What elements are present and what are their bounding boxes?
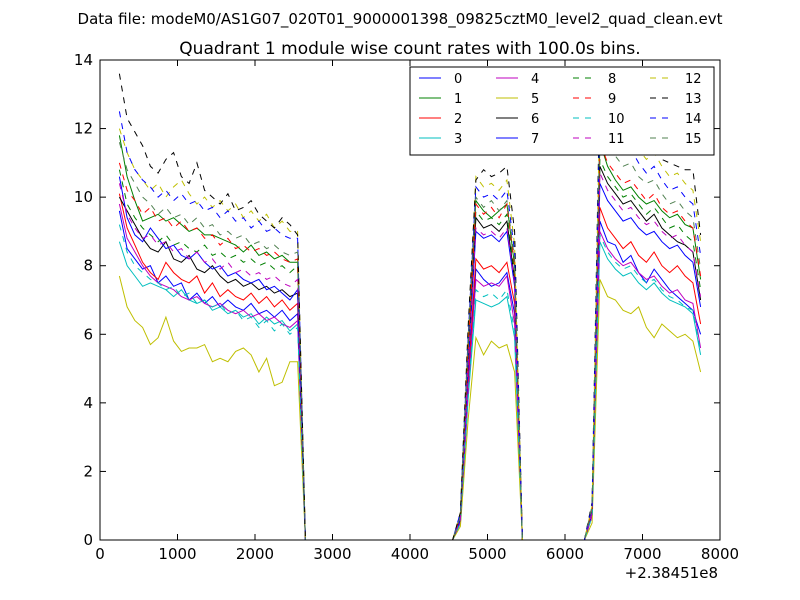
legend-item-8: 8 [573, 72, 616, 87]
legend-item-10: 10 [573, 112, 625, 127]
y-tick-label: 2 [83, 462, 93, 480]
x-tick-label: 1000 [158, 545, 196, 563]
legend-label: 13 [685, 92, 702, 107]
legend-label: 12 [685, 72, 702, 87]
legend-box [409, 66, 715, 156]
legend-item-4: 4 [496, 72, 539, 87]
legend-item-7: 7 [496, 132, 539, 147]
legend-label: 0 [454, 72, 462, 87]
figure-suptitle: Data file: modeM0/AS1G07_020T01_90000013… [78, 10, 723, 29]
y-tick-label: 12 [74, 120, 93, 138]
legend-label: 14 [685, 112, 702, 127]
legend-item-2: 2 [419, 112, 462, 127]
legend-item-5: 5 [496, 92, 539, 107]
legend-item-14: 14 [650, 112, 702, 127]
x-tick-label: 0 [95, 545, 105, 563]
series-line-5 [118, 275, 702, 540]
chart-title: Quadrant 1 module wise count rates with … [179, 39, 640, 59]
legend-item-11: 11 [573, 132, 625, 147]
y-tick-label: 14 [74, 51, 93, 69]
legend-label: 1 [454, 92, 462, 107]
legend-label: 8 [608, 72, 616, 87]
legend-label: 15 [685, 132, 702, 147]
x-tick-label: 3000 [313, 545, 351, 563]
legend-item-13: 13 [650, 92, 702, 107]
legend-label: 3 [454, 132, 462, 147]
legend-item-15: 15 [650, 132, 702, 147]
x-axis-offset-label: +2.38451e8 [625, 564, 718, 582]
x-tick-label: 8000 [701, 545, 739, 563]
y-tick-label: 6 [83, 325, 93, 343]
legend-label: 4 [531, 72, 539, 87]
legend-item-1: 1 [419, 92, 462, 107]
legend-label: 10 [608, 112, 625, 127]
legend-label: 7 [531, 132, 539, 147]
legend-item-12: 12 [650, 72, 702, 87]
x-tick-label: 2000 [236, 545, 274, 563]
y-tick-label: 4 [83, 394, 93, 412]
x-tick-label: 5000 [468, 545, 506, 563]
legend-label: 9 [608, 92, 616, 107]
x-tick-label: 4000 [391, 545, 429, 563]
legend-item-3: 3 [419, 132, 462, 147]
series-line-6 [118, 166, 702, 540]
series-line-10 [118, 224, 702, 540]
legend-label: 6 [531, 112, 539, 127]
legend-item-6: 6 [496, 112, 539, 127]
axis-ticks: 0 1000 2000 3000 4000 5000 6000 7000 80000246810… [74, 51, 739, 563]
series-line-7 [118, 176, 702, 540]
series-line-0 [118, 210, 702, 540]
legend-label: 2 [454, 112, 462, 127]
x-tick-label: 6000 [546, 545, 584, 563]
series-line-3 [118, 241, 702, 540]
legend-item-9: 9 [573, 92, 616, 107]
legend-item-0: 0 [419, 72, 462, 87]
y-tick-label: 8 [83, 257, 93, 275]
y-tick-label: 0 [83, 531, 93, 549]
series-line-8 [118, 159, 702, 540]
x-tick-label: 7000 [623, 545, 661, 563]
legend-label: 5 [531, 92, 539, 107]
series-line-2 [118, 193, 702, 540]
y-tick-label: 10 [74, 188, 93, 206]
legend-label: 11 [608, 132, 625, 147]
